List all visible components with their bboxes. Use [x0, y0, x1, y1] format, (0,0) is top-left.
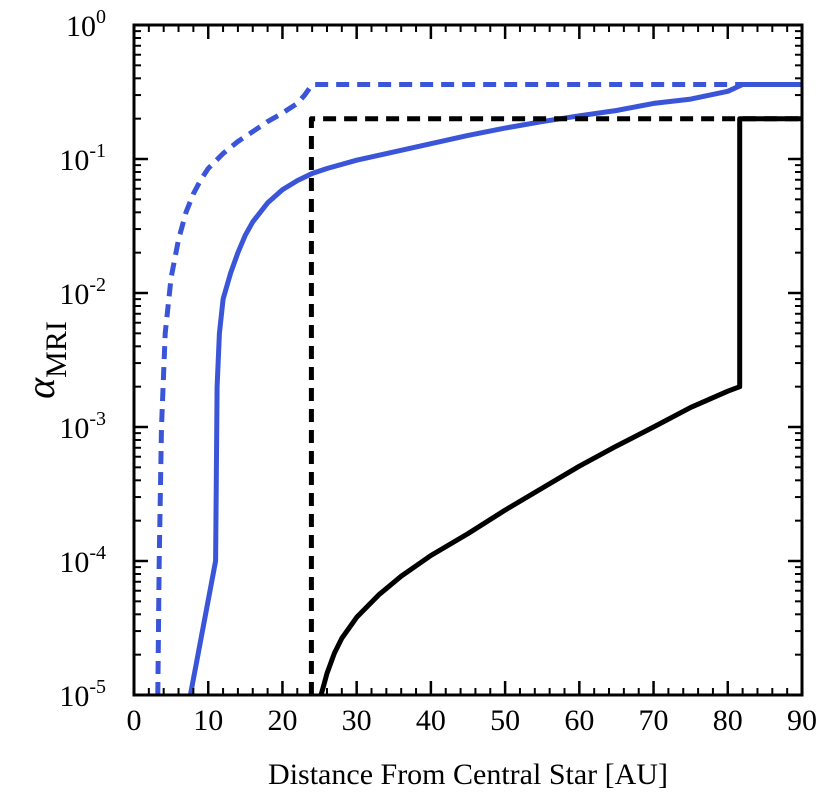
x-tick-label: 40 [416, 704, 446, 737]
y-axis-title-symbol: α [18, 377, 63, 399]
x-tick-label: 20 [267, 704, 297, 737]
x-tick-label: 10 [193, 704, 223, 737]
plot-frame [132, 23, 804, 697]
x-tick-label: 90 [787, 704, 817, 737]
y-tick-label: 100 [66, 6, 106, 43]
x-tick-label: 50 [490, 704, 520, 737]
y-tick-label: 10-5 [59, 676, 106, 713]
y-axis-title-subscript: MRI [40, 321, 73, 378]
series-layer [155, 82, 802, 695]
y-tick-label: 10-3 [59, 408, 106, 445]
x-tick-label: 0 [127, 704, 142, 737]
x-tick-label: 30 [342, 704, 372, 737]
x-tick-label: 70 [639, 704, 669, 737]
series-line-2-solid [187, 82, 802, 695]
x-axis-title: Distance From Central Star [AU] [268, 758, 668, 791]
y-tick-label: 10-2 [59, 274, 106, 311]
series-line-4-solid [318, 116, 802, 695]
x-tick-label: 80 [713, 704, 743, 737]
ticks-layer [132, 23, 804, 697]
series-line-3-dashed [308, 116, 802, 695]
y-tick-label: 10-4 [59, 542, 106, 579]
x-tick-label: 60 [564, 704, 594, 737]
y-axis-title: αMRI [18, 321, 73, 399]
labels-layer: 0 10 20 30 40 50 60 70 80 90 10-5 10-4 10-3 10-2 10-1 1… [59, 6, 817, 737]
series-line-1-dashed [155, 82, 802, 695]
y-tick-label: 10-1 [59, 140, 106, 177]
